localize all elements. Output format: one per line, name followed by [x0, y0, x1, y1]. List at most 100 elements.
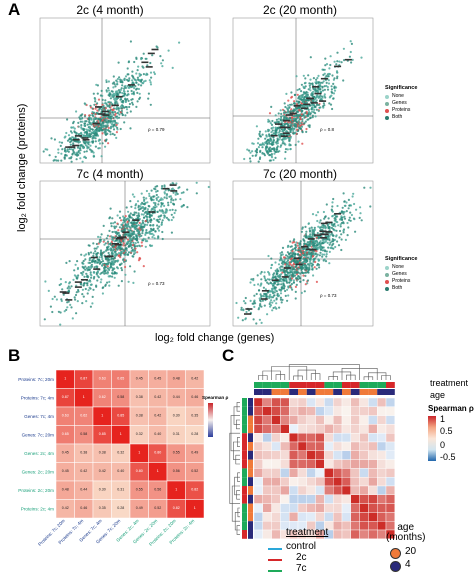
scatter-point [255, 148, 258, 151]
scatter-point [284, 157, 287, 160]
scatter-point [148, 192, 151, 195]
scatter-point [369, 186, 372, 189]
scatter-point [107, 89, 110, 92]
scatter-point [307, 222, 310, 225]
scatter-point [314, 257, 317, 260]
scatter-point [126, 90, 129, 93]
heatmap-cell [359, 441, 369, 452]
scatter-point [146, 201, 149, 204]
scatter-point [105, 269, 108, 272]
scatter-point [154, 202, 157, 205]
scatter-point [88, 261, 92, 264]
scatter-point [146, 212, 149, 216]
scatter-point [251, 150, 254, 153]
scatter-point [279, 256, 282, 259]
scatter-point [91, 137, 94, 140]
cell-value: 0.45 [136, 376, 143, 380]
scatter-point [320, 248, 323, 251]
scatter-point [120, 87, 123, 90]
scatter-point [109, 121, 112, 124]
scatter-point [157, 200, 160, 203]
scatter-point [122, 240, 125, 243]
scatter-point [329, 241, 332, 244]
age-legend-dot [390, 548, 401, 559]
scatter-point [286, 148, 289, 151]
scatter-point [278, 131, 281, 134]
legend-label: None [392, 93, 404, 99]
scatter-point [51, 310, 54, 314]
heatmap-cell [376, 424, 387, 434]
scatter-point [291, 271, 294, 274]
heatmap-cell [315, 485, 325, 496]
scatter-point [92, 288, 95, 291]
scatter-point [313, 229, 316, 232]
scatter-point [86, 282, 89, 285]
scatter-point [58, 141, 61, 144]
gene-label-mark [320, 222, 328, 225]
scatter-point [92, 134, 95, 137]
gene-label-mark [295, 263, 303, 266]
scatter-point [255, 292, 258, 296]
scatter-point [124, 253, 127, 256]
scatter-point [333, 86, 336, 89]
scatter-point [101, 142, 104, 145]
scatter-point [116, 111, 120, 114]
scatter-point [308, 84, 311, 87]
heatmap-cell [280, 406, 290, 416]
scatter-point [266, 291, 269, 294]
heatmap-cell [368, 520, 378, 531]
gene-label-mark [65, 146, 73, 148]
scatter-point [88, 114, 91, 117]
legend-label: Proteins [392, 107, 411, 113]
scatter-point [113, 227, 116, 230]
gene-label-mark [325, 221, 333, 224]
heatmap-cell [350, 432, 360, 443]
scatter-point [128, 102, 131, 106]
scatter-point [138, 215, 141, 218]
scatter-point [316, 247, 319, 250]
scatter-point [130, 216, 133, 219]
scatter-point [136, 214, 139, 217]
scatter-point [297, 274, 300, 278]
heatmap-cell [253, 424, 264, 434]
scatter-point [120, 219, 123, 222]
scatter-point [163, 204, 166, 207]
scatter-point [133, 211, 136, 214]
scatter-point [349, 204, 353, 207]
heatmap-cell [385, 503, 396, 513]
scatter-point [138, 72, 141, 75]
scatter-point [120, 280, 123, 283]
heatmap-cell [262, 397, 272, 408]
scatter-point [149, 71, 153, 74]
gene-label-mark [92, 122, 100, 125]
scatter-plot-7c-4m [39, 180, 211, 327]
scatter-point [299, 277, 302, 280]
scatter-point [120, 262, 123, 265]
scatter-point [296, 93, 299, 96]
scatter-point [83, 254, 86, 257]
scatter-point [156, 46, 159, 49]
plot-title-2c-20m: 2c (20 month) [262, 3, 338, 17]
heatmap-cell [324, 476, 334, 487]
scatter-point [317, 237, 320, 240]
scatter-point [66, 287, 69, 290]
scatter-point [141, 219, 144, 222]
scatter-point [119, 111, 122, 114]
heatmap-cell [262, 503, 272, 513]
scatter-point [167, 49, 170, 52]
scatter-point [110, 117, 113, 120]
scatter-point [133, 230, 136, 233]
scatter-point [333, 229, 336, 232]
scatter-point [117, 245, 120, 248]
gene-label-mark [300, 107, 308, 110]
scatter-point [99, 236, 102, 239]
scatter-point [252, 279, 255, 282]
scatter-point [328, 235, 331, 238]
scatter-point [283, 102, 286, 105]
panel-b-letter: B [8, 346, 21, 365]
scatter-point [106, 122, 109, 125]
scatter-point [124, 84, 127, 88]
scatter-point [126, 238, 130, 241]
scatter-point [294, 268, 297, 271]
scatter-point [174, 193, 177, 196]
